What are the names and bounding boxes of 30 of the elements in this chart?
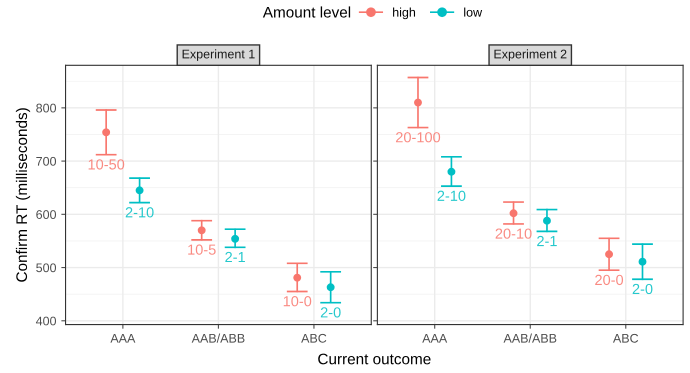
data-label: 10-50 xyxy=(88,159,124,170)
data-label: 2-10 xyxy=(126,207,154,218)
data-label: 2-10 xyxy=(438,190,466,201)
y-tick-label: 600 xyxy=(36,210,56,219)
x-tick-label: AAA xyxy=(422,334,448,343)
y-tick-label: 400 xyxy=(36,316,56,326)
y-tick-label: 500 xyxy=(36,263,56,272)
data-label: 2-0 xyxy=(320,307,341,318)
data-label: 20-0 xyxy=(595,274,624,286)
chart-title: Experiment 2 xyxy=(494,49,566,61)
y-axis-title: Confirm RT (milliseconds) xyxy=(16,108,30,282)
y-tick-label: 800 xyxy=(36,104,56,113)
x-axis-title: Current outcome xyxy=(318,354,431,364)
data-label: 10-5 xyxy=(188,244,216,255)
data-label: 2-1 xyxy=(537,236,557,246)
data-label: 20-10 xyxy=(496,228,532,239)
x-tick-label: ABC xyxy=(612,334,638,343)
y-tick-label: 700 xyxy=(36,156,56,166)
chart-title: Experiment 1 xyxy=(182,49,255,61)
data-label: 2-1 xyxy=(225,252,245,262)
legend-label: low xyxy=(464,8,482,17)
x-tick-label: AAB/ABB xyxy=(192,334,244,343)
x-tick-label: AAA xyxy=(110,334,136,343)
data-label: 10-0 xyxy=(284,296,312,306)
x-tick-label: ABC xyxy=(301,334,326,343)
legend-label: high xyxy=(393,8,416,20)
data-label: 20-100 xyxy=(396,132,440,142)
x-tick-label: AAB/ABB xyxy=(504,334,556,343)
data-label: 2-0 xyxy=(632,284,652,294)
legend-title: Amount level xyxy=(262,6,350,18)
